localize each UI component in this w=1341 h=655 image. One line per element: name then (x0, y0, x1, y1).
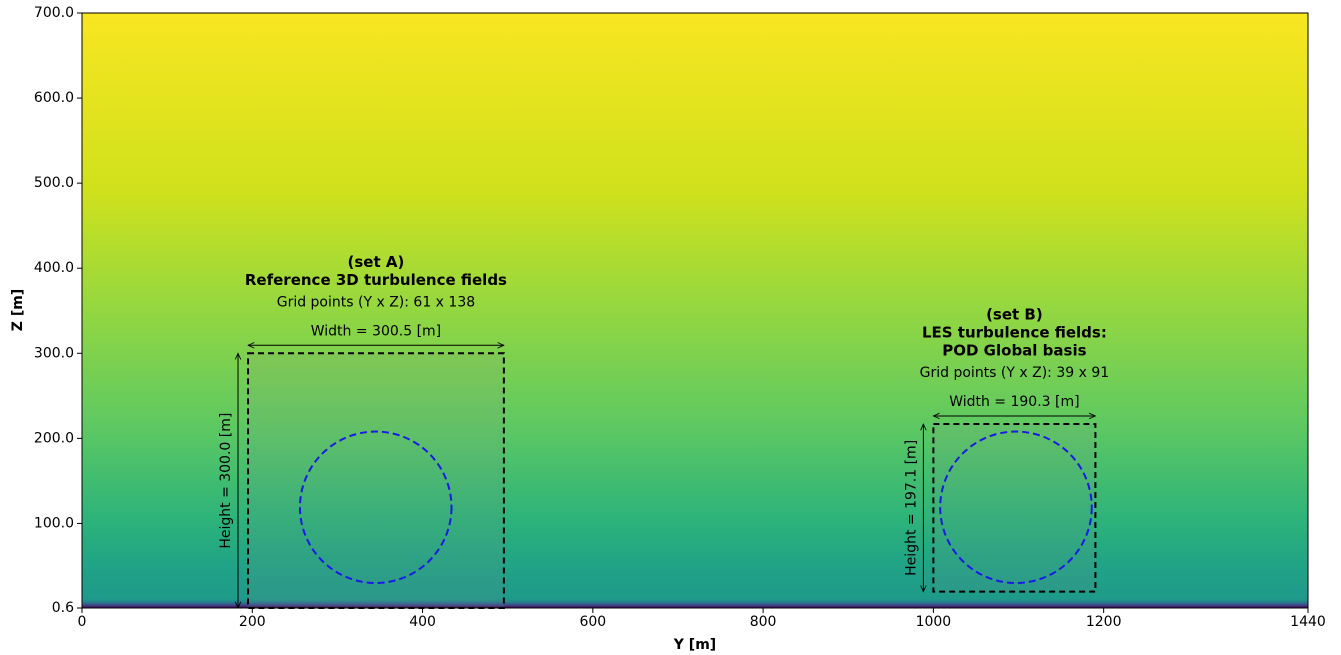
region-box (247, 352, 505, 610)
rotor-circle (298, 430, 453, 584)
grid-label: Grid points (Y x Z): 39 x 91 (920, 365, 1110, 381)
plot-frame (81, 12, 1309, 609)
region-box (932, 422, 1097, 593)
region-title: Reference 3D turbulence fields (245, 271, 507, 289)
x-tick-label: 400 (409, 614, 436, 630)
x-tick-label: 1000 (916, 614, 952, 630)
y-tick-label: 500.0 (34, 175, 74, 191)
region-title: LES turbulence fields: (922, 323, 1107, 341)
x-tick-label: 1200 (1086, 614, 1122, 630)
field-background (82, 13, 1308, 608)
region-title: (set B) (986, 305, 1043, 323)
rotor-circle (939, 430, 1093, 584)
y-tick-label: 300.0 (34, 345, 74, 361)
y-tick-label: 200.0 (34, 430, 74, 446)
region-title: POD Global basis (942, 341, 1086, 359)
y-tick-label: 700.0 (34, 5, 74, 21)
y-tick-label: 100.0 (34, 515, 74, 531)
height-label: Height = 197.1 [m] (903, 440, 919, 576)
region-title: (set A) (348, 253, 405, 271)
y-tick-label: 400.0 (34, 260, 74, 276)
width-label: Width = 300.5 [m] (311, 323, 441, 339)
x-tick-label: 1440 (1290, 614, 1326, 630)
height-label: Height = 300.0 [m] (218, 413, 234, 549)
x-tick-label: 200 (239, 614, 266, 630)
y-axis-label: Z [m] (10, 289, 26, 331)
x-tick-label: 600 (579, 614, 606, 630)
x-axis-label: Y [m] (673, 637, 716, 653)
y-tick-label: 0.6 (52, 600, 74, 616)
y-tick-label: 600.0 (34, 90, 74, 106)
width-label: Width = 190.3 [m] (949, 394, 1079, 410)
grid-label: Grid points (Y x Z): 61 x 138 (277, 294, 475, 310)
x-tick-label: 0 (78, 614, 87, 630)
x-tick-label: 800 (750, 614, 777, 630)
